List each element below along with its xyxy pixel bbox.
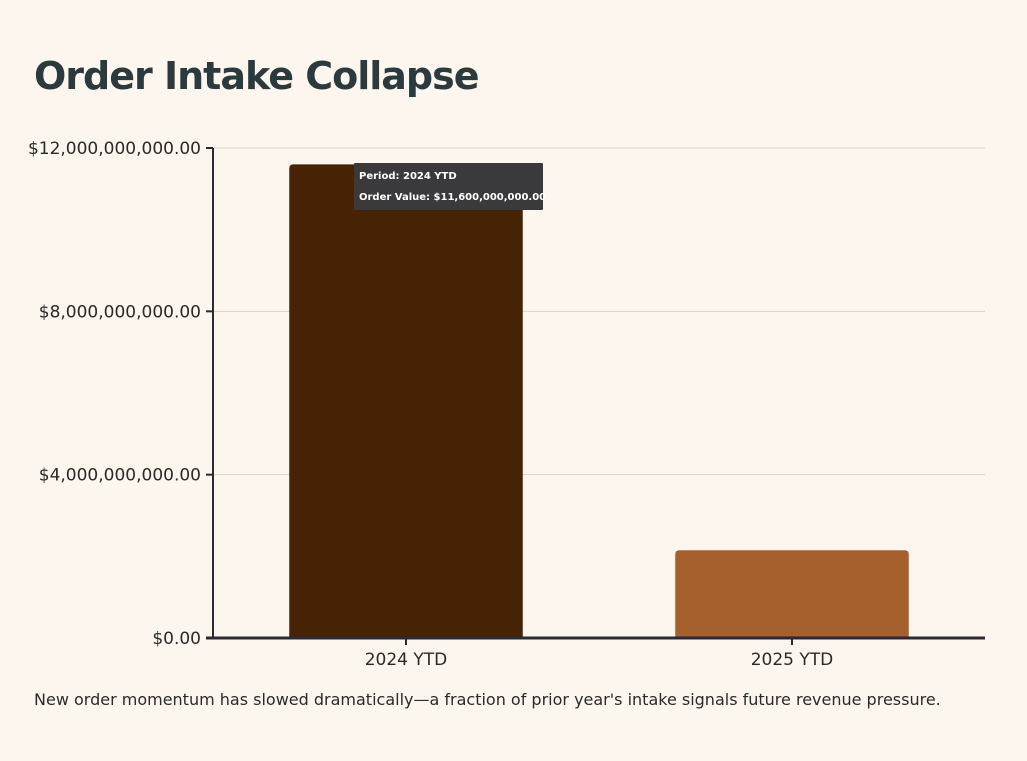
x-tick-label: 2024 YTD	[365, 650, 448, 670]
tick-labels: $0.00 $4,000,000,000.00 $8,000,000,000.00 $…	[28, 139, 833, 670]
axes	[206, 147, 985, 645]
bar-chart: $0.00 $4,000,000,000.00 $8,000,000,000.00 $…	[28, 139, 985, 670]
y-tick-label: $12,000,000,000.00	[28, 139, 201, 159]
chart-caption: New order momentum has slowed dramatical…	[34, 690, 941, 709]
y-tick-label: $4,000,000,000.00	[39, 466, 201, 486]
chart-title: Order Intake Collapse	[34, 54, 480, 98]
x-tick-label: 2025 YTD	[751, 650, 834, 670]
tooltip-period: Period: 2024 YTD	[359, 171, 457, 182]
bars	[289, 164, 909, 639]
tooltip-value: Order Value: $11,600,000,000.00	[359, 192, 546, 203]
y-tick-label: $0.00	[152, 629, 201, 649]
y-tick-label: $8,000,000,000.00	[39, 302, 201, 322]
bar-2025-ytd[interactable]	[675, 550, 909, 638]
tooltip: Period: 2024 YTD Order Value: $11,600,000…	[354, 163, 546, 210]
tooltip-box	[354, 163, 543, 210]
bar-2024-ytd[interactable]	[289, 164, 523, 639]
